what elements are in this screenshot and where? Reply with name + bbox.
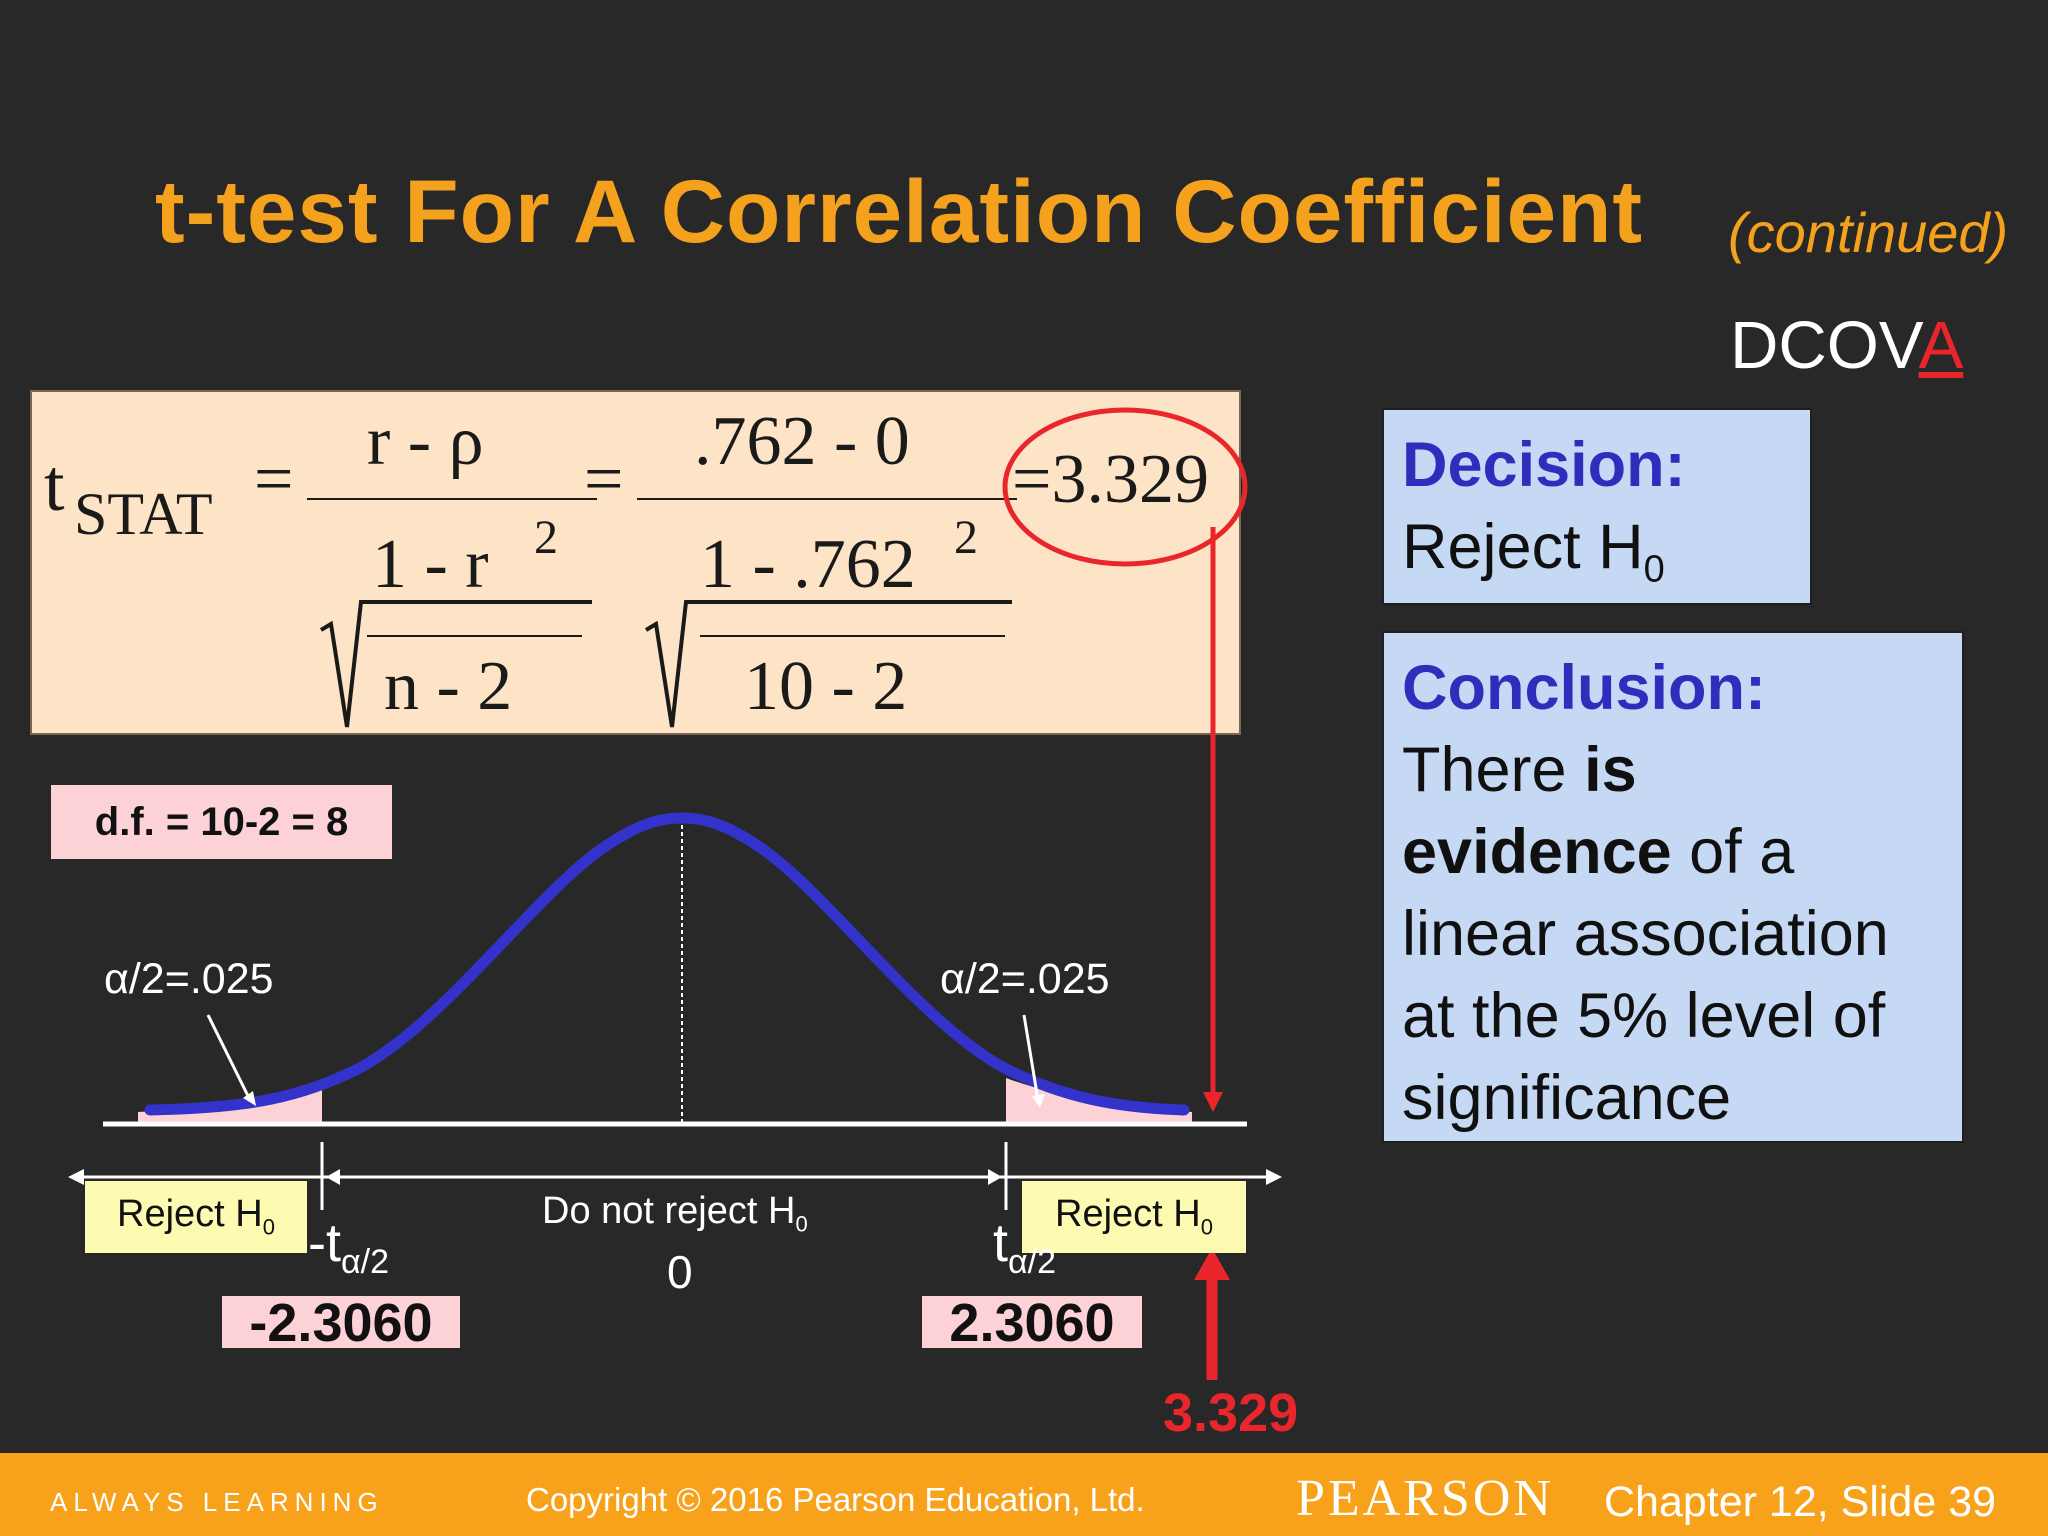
decision-body: Reject H [1402,512,1644,582]
slide-title: t-test For A Correlation Coefficient [155,161,1644,261]
pos-t-label: tα/2 [993,1212,1056,1282]
conclusion-heading: Conclusion: [1402,653,1766,723]
crit-right-value: 2.3060 [922,1296,1142,1350]
reject-right-sub: 0 [1200,1214,1213,1240]
formula-box: t STAT = r - ρ 1 - r 2 n - 2 = .762 - 0 … [30,390,1241,735]
fraction1-numerator: r - ρ [367,403,484,480]
conclusion-line3: linear association [1402,899,1889,969]
continued-label: (continued) [1728,201,2009,264]
radical1-bar [367,635,582,637]
pos-t-text: t [993,1213,1009,1273]
crit-left-value: -2.3060 [222,1296,460,1350]
conclusion-line5: significance [1402,1063,1732,1133]
alpha-left-label: α/2=.025 [104,955,274,1003]
radical1-numerator: 1 - r [372,526,489,603]
reject-left-label: Reject H0 [85,1181,307,1253]
alpha-left-pointer [206,1014,252,1101]
dcova-prefix: DCOV [1730,308,1919,383]
do-not-reject-text: Do not reject H [542,1190,796,1232]
region-arrow-left-head [68,1169,84,1185]
decision-box: Decision: Reject H0 [1382,408,1812,605]
result-circle [1002,407,1248,567]
conclusion-pre: There [1402,735,1585,805]
reject-right-text: Reject H [1055,1193,1201,1235]
alpha-right-pointer-head [1032,1094,1045,1108]
conclusion-text: There is evidence of a linear associatio… [1402,729,1944,1139]
pearson-logo: PEARSON [1296,1470,1554,1527]
fraction2-bar [637,498,1017,500]
footer-bar: ALWAYS LEARNING Copyright © 2016 Pearson… [0,1453,2048,1536]
do-not-reject-sub: 0 [795,1211,808,1237]
t-symbol: t [44,445,65,527]
dcova-highlight: A [1918,308,1964,383]
reject-left-text: Reject H [117,1193,263,1235]
decision-subscript: 0 [1643,548,1665,591]
formula-result: =3.329 [1012,441,1209,518]
region-arrow-right-head [1266,1169,1282,1185]
reject-right-label: Reject H0 [1022,1181,1246,1253]
reject-left-sub: 0 [262,1214,275,1240]
alpha-left-pointer-head [243,1091,256,1106]
radical2-denominator: 10 - 2 [744,648,908,725]
radical1-exponent: 2 [534,511,558,564]
alpha-right-pointer [1022,1014,1040,1101]
conclusion-bold-is: is [1584,735,1637,805]
copyright: Copyright © 2016 Pearson Education, Ltd. [526,1481,1145,1518]
equals-1: = [254,441,294,518]
fraction1-bar [307,498,597,500]
df-label: d.f. = 10-2 = 8 [51,785,392,859]
fraction2-numerator: .762 - 0 [694,403,910,480]
result-arrow-head [1203,1092,1223,1112]
alpha-right-label: α/2=.025 [940,955,1110,1003]
tstat-value: 3.329 [1163,1383,1299,1443]
pos-t-sub: α/2 [1008,1242,1057,1281]
region-arrow-mid-left-head [326,1169,340,1185]
decision-text: Reject H0 [1402,506,1792,611]
neg-t-text: -t [308,1213,341,1273]
equals-2: = [584,441,624,518]
radical2-bar [700,635,1005,637]
region-arrow-mid-right-head [988,1169,1002,1185]
conclusion-box: Conclusion: There is evidence of a linea… [1382,631,1964,1143]
slide-number: Chapter 12, Slide 39 [1604,1478,1997,1526]
radical2-numerator: 1 - .762 [700,526,916,603]
decision-heading: Decision: [1402,430,1686,500]
conclusion-bold-evidence: evidence [1402,817,1672,887]
dcova-label: DCOVA [1730,307,1963,384]
always-learning: ALWAYS LEARNING [50,1487,384,1517]
radical2-exponent: 2 [954,511,978,564]
bell-curve [144,812,1190,1116]
tstat-up-arrow-head [1194,1248,1230,1280]
neg-t-label: -tα/2 [308,1212,389,1282]
radical1 [319,600,592,728]
conclusion-line4: at the 5% level of [1402,981,1886,1051]
do-not-reject-label: Do not reject H0 [542,1190,808,1238]
zero-label: 0 [667,1246,693,1298]
radical1-denominator: n - 2 [384,648,513,725]
conclusion-post: of a [1671,817,1795,887]
neg-t-sub: α/2 [341,1242,390,1281]
radical2 [644,600,1012,728]
stat-subscript: STAT [74,481,213,547]
